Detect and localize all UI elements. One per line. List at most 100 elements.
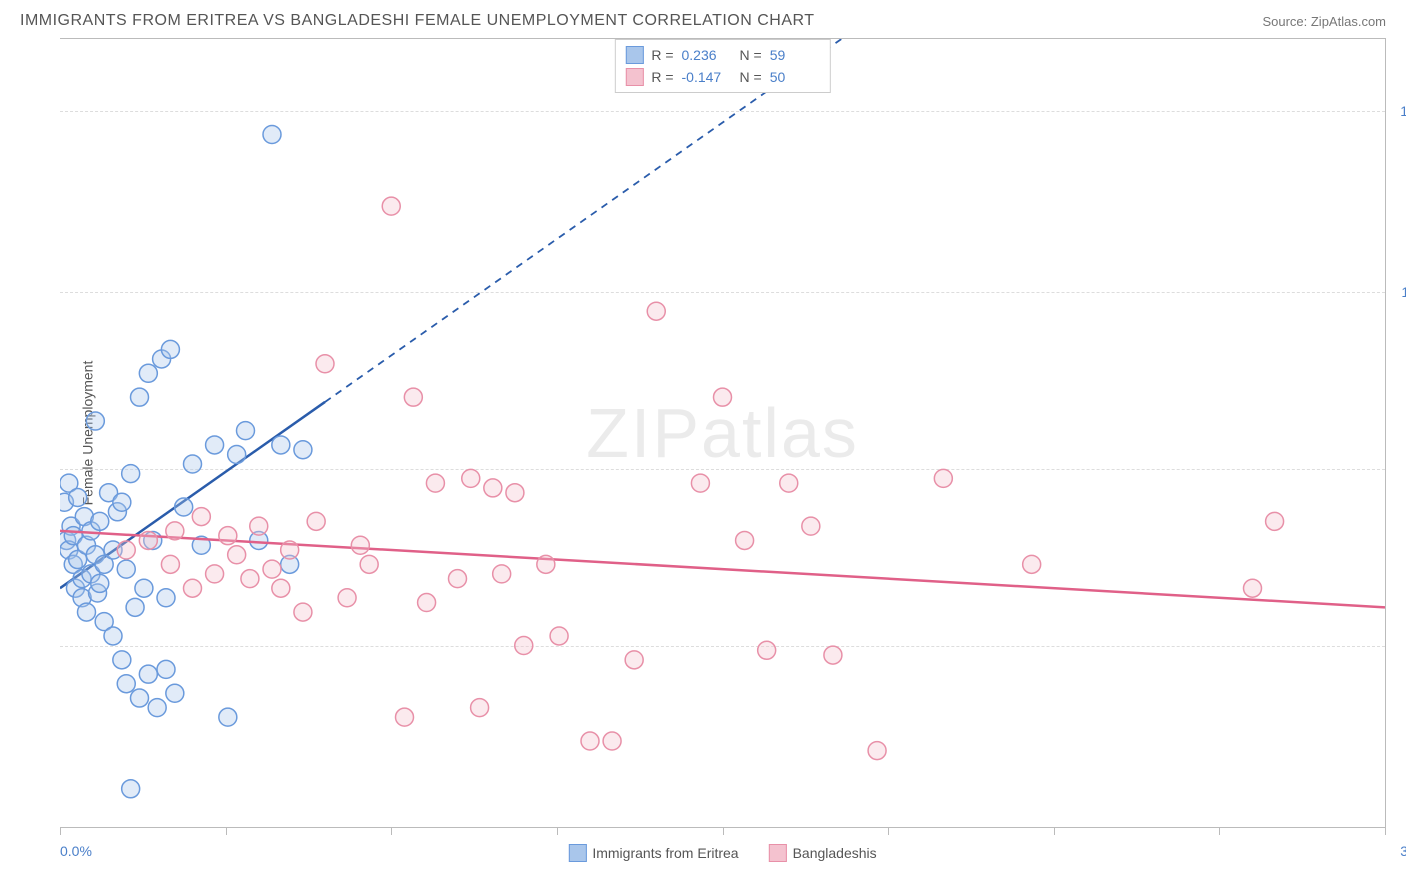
- data-point: [360, 555, 378, 573]
- data-point: [219, 527, 237, 545]
- x-origin-label: 0.0%: [60, 843, 92, 859]
- data-point: [228, 445, 246, 463]
- data-point: [184, 455, 202, 473]
- legend-row-series-0: R = 0.236 N = 59: [625, 44, 819, 66]
- data-point: [237, 422, 255, 440]
- data-point: [113, 493, 131, 511]
- legend-label-1: Bangladeshis: [793, 845, 877, 861]
- x-tick: [60, 827, 61, 835]
- x-tick: [1385, 827, 1386, 835]
- x-tick: [391, 827, 392, 835]
- x-tick: [1054, 827, 1055, 835]
- data-point: [122, 780, 140, 798]
- data-point: [131, 388, 149, 406]
- data-point: [691, 474, 709, 492]
- r-label: R =: [651, 69, 673, 85]
- data-point: [263, 560, 281, 578]
- legend-row-series-1: R = -0.147 N = 50: [625, 66, 819, 88]
- data-point: [934, 469, 952, 487]
- data-point: [272, 579, 290, 597]
- data-point: [117, 541, 135, 559]
- data-point: [206, 436, 224, 454]
- data-point: [184, 579, 202, 597]
- data-point: [69, 488, 87, 506]
- data-point: [382, 197, 400, 215]
- data-point: [307, 512, 325, 530]
- r-value-0: 0.236: [682, 47, 732, 63]
- data-point: [418, 594, 436, 612]
- source-label: Source: ZipAtlas.com: [1262, 14, 1386, 29]
- data-point: [91, 512, 109, 530]
- data-point: [117, 560, 135, 578]
- x-max-label: 30.0%: [1400, 843, 1406, 859]
- data-point: [122, 465, 140, 483]
- data-point: [148, 699, 166, 717]
- x-tick: [888, 827, 889, 835]
- r-value-1: -0.147: [682, 69, 732, 85]
- y-tick-label: 15.0%: [1400, 103, 1406, 119]
- data-point: [396, 708, 414, 726]
- data-point: [537, 555, 555, 573]
- data-point: [104, 627, 122, 645]
- data-point: [338, 589, 356, 607]
- x-tick: [226, 827, 227, 835]
- data-point: [714, 388, 732, 406]
- y-tick-label: 11.2%: [1401, 284, 1406, 300]
- data-point: [206, 565, 224, 583]
- swatch-series-0: [625, 46, 643, 64]
- n-value-0: 59: [770, 47, 820, 63]
- x-tick: [1219, 827, 1220, 835]
- data-point: [1244, 579, 1262, 597]
- data-point: [462, 469, 480, 487]
- data-point: [515, 637, 533, 655]
- data-point: [161, 340, 179, 358]
- swatch-bottom-0: [568, 844, 586, 862]
- data-point: [404, 388, 422, 406]
- data-point: [78, 603, 96, 621]
- data-point: [250, 517, 268, 535]
- data-point: [139, 364, 157, 382]
- data-point: [117, 675, 135, 693]
- data-point: [131, 689, 149, 707]
- data-point: [175, 498, 193, 516]
- data-point: [824, 646, 842, 664]
- data-point: [471, 699, 489, 717]
- legend-item-0: Immigrants from Eritrea: [568, 844, 738, 862]
- data-point: [294, 441, 312, 459]
- data-point: [157, 589, 175, 607]
- n-label: N =: [740, 47, 762, 63]
- data-point: [281, 541, 299, 559]
- data-point: [484, 479, 502, 497]
- regression-line-dashed: [325, 39, 1385, 402]
- data-point: [241, 570, 259, 588]
- data-point: [603, 732, 621, 750]
- legend-item-1: Bangladeshis: [769, 844, 877, 862]
- data-point: [294, 603, 312, 621]
- data-point: [126, 598, 144, 616]
- swatch-bottom-1: [769, 844, 787, 862]
- data-point: [316, 355, 334, 373]
- data-point: [802, 517, 820, 535]
- data-point: [161, 555, 179, 573]
- n-value-1: 50: [770, 69, 820, 85]
- data-point: [758, 641, 776, 659]
- data-point: [647, 302, 665, 320]
- data-point: [449, 570, 467, 588]
- data-point: [426, 474, 444, 492]
- data-point: [192, 508, 210, 526]
- data-point: [272, 436, 290, 454]
- data-point: [86, 412, 104, 430]
- x-tick: [723, 827, 724, 835]
- data-point: [581, 732, 599, 750]
- data-point: [1023, 555, 1041, 573]
- data-point: [157, 660, 175, 678]
- data-point: [166, 684, 184, 702]
- plot-svg: [60, 39, 1385, 827]
- legend-label-0: Immigrants from Eritrea: [592, 845, 738, 861]
- data-point: [91, 574, 109, 592]
- regression-line-solid: [60, 531, 1385, 607]
- data-point: [868, 742, 886, 760]
- data-point: [166, 522, 184, 540]
- data-point: [113, 651, 131, 669]
- data-point: [135, 579, 153, 597]
